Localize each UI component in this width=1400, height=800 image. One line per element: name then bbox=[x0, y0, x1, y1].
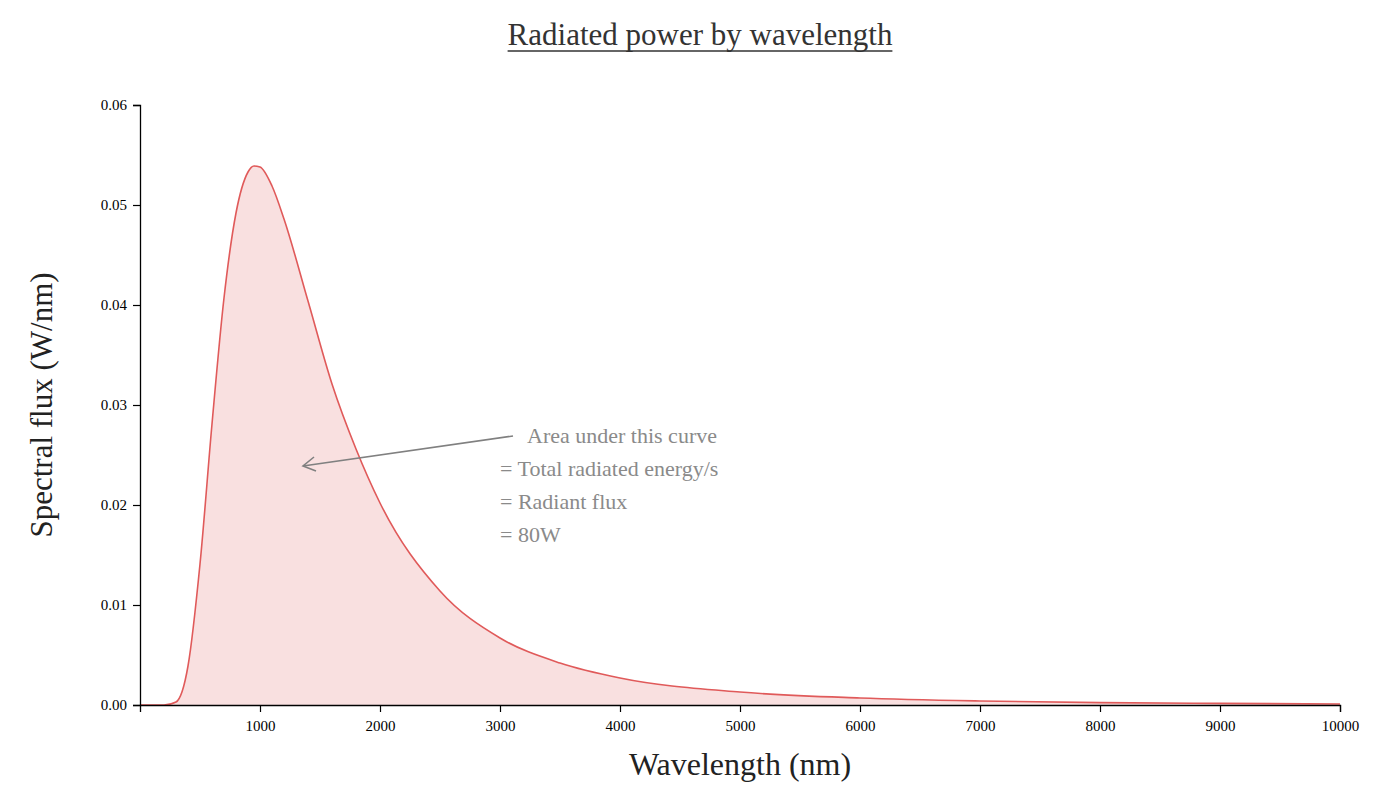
plot-marks bbox=[140, 166, 1340, 705]
y-axis: 0.00 0.01 0.02 0.03 0.04 0.05 0.06 bbox=[101, 97, 141, 713]
title-underline bbox=[508, 50, 893, 52]
y-tick-label: 0.01 bbox=[101, 597, 127, 613]
x-tick-mark bbox=[500, 705, 501, 712]
x-tick-label: 6000 bbox=[846, 718, 876, 734]
y-tick-label: 0.03 bbox=[101, 397, 127, 413]
x-tick-mark bbox=[740, 705, 741, 712]
curve-line bbox=[140, 166, 1340, 705]
x-tick-label: 9000 bbox=[1206, 718, 1236, 734]
annotation-line: = 80W bbox=[500, 522, 561, 547]
y-tick: 0.01 bbox=[101, 597, 140, 613]
annotation-line: Area under this curve bbox=[527, 423, 717, 448]
y-tick-label: 0.05 bbox=[101, 197, 127, 213]
x-tick-mark bbox=[380, 705, 381, 712]
chart-title: Radiated power by wavelength bbox=[508, 17, 893, 52]
x-tick-label: 3000 bbox=[486, 718, 516, 734]
x-tick-label: 1000 bbox=[246, 718, 276, 734]
x-tick-mark bbox=[980, 705, 981, 712]
y-tick-mark bbox=[133, 205, 140, 206]
x-tick: 10000 bbox=[1322, 705, 1360, 734]
x-tick: 9000 bbox=[1206, 705, 1236, 734]
x-axis-title: Wavelength (nm) bbox=[629, 746, 851, 782]
y-tick-mark bbox=[133, 405, 140, 406]
x-axis-line bbox=[141, 706, 1341, 713]
x-tick-mark bbox=[620, 705, 621, 712]
x-tick: 1000 bbox=[246, 705, 276, 734]
y-tick: 0.04 bbox=[101, 297, 140, 313]
annotation-line: = Total radiated energy/s bbox=[500, 456, 718, 481]
y-tick: 0.03 bbox=[101, 397, 140, 413]
x-tick: 3000 bbox=[486, 705, 516, 734]
y-tick-label: 0.06 bbox=[101, 97, 128, 113]
y-tick: 0.05 bbox=[101, 197, 140, 213]
y-tick: 0.00 bbox=[101, 697, 140, 713]
y-axis-line bbox=[133, 106, 141, 706]
x-tick-label: 2000 bbox=[366, 718, 396, 734]
y-tick-mark bbox=[133, 605, 140, 606]
x-tick-mark bbox=[1220, 705, 1221, 712]
y-tick-mark bbox=[133, 505, 140, 506]
x-axis: 1000 2000 3000 4000 5000 6000 7000 8000 9000 1000… bbox=[141, 705, 1360, 734]
y-tick-label: 0.02 bbox=[101, 497, 127, 513]
x-tick-mark bbox=[1100, 705, 1101, 712]
annotation-line: = Radiant flux bbox=[500, 489, 627, 514]
x-tick: 7000 bbox=[966, 705, 996, 734]
x-tick-mark bbox=[1340, 705, 1341, 712]
y-tick-mark bbox=[133, 105, 140, 106]
x-tick: 8000 bbox=[1086, 705, 1116, 734]
y-tick-label: 0.00 bbox=[101, 697, 127, 713]
x-tick-label: 7000 bbox=[966, 718, 996, 734]
x-tick-label: 4000 bbox=[606, 718, 636, 734]
x-tick: 5000 bbox=[726, 705, 756, 734]
y-axis-title: Spectral flux (W/nm) bbox=[24, 272, 59, 537]
x-tick-label: 8000 bbox=[1086, 718, 1116, 734]
x-tick: 4000 bbox=[606, 705, 636, 734]
y-tick-mark bbox=[133, 705, 140, 706]
x-tick-label: 5000 bbox=[726, 718, 756, 734]
annotation: Area under this curve = Total radiated en… bbox=[500, 423, 718, 547]
y-tick: 0.06 bbox=[101, 97, 140, 113]
y-tick-label: 0.04 bbox=[101, 297, 128, 313]
x-tick: 6000 bbox=[846, 705, 876, 734]
x-tick-mark bbox=[860, 705, 861, 712]
area-fill bbox=[140, 166, 1340, 705]
y-tick: 0.02 bbox=[101, 497, 140, 513]
y-tick-mark bbox=[133, 305, 140, 306]
x-tick: 2000 bbox=[366, 705, 396, 734]
annotation-arrowhead bbox=[303, 457, 316, 471]
annotation-arrow bbox=[303, 436, 513, 466]
x-tick-mark bbox=[260, 705, 261, 712]
x-tick-label: 10000 bbox=[1322, 718, 1360, 734]
